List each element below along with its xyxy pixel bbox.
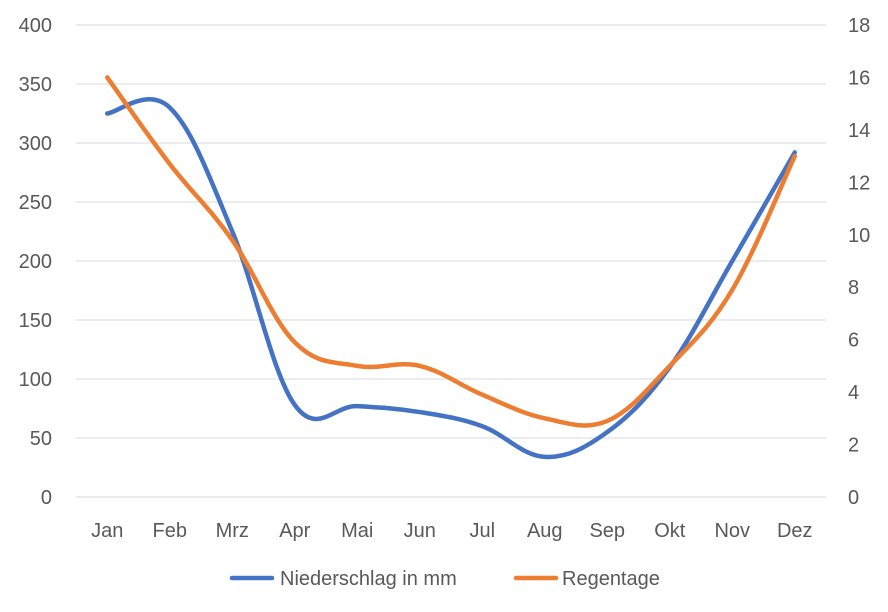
legend-item: Niederschlag in mm (229, 568, 457, 590)
legend-label: Regentage (562, 568, 660, 590)
right-axis-tick-label: 0 (848, 487, 859, 509)
left-axis-tick-label: 300 (19, 133, 52, 155)
x-axis-tick-label: Jan (91, 520, 123, 542)
legend-item: Regentage (513, 568, 660, 590)
legend: Niederschlag in mm Regentage (229, 568, 660, 590)
x-axis-tick-label: Jun (404, 520, 436, 542)
left-axis-tick-label: 400 (19, 15, 52, 37)
x-axis-tick-label: Jul (469, 520, 495, 542)
x-axis-tick-label: Aug (527, 520, 563, 542)
right-axis-tick-label: 14 (848, 120, 870, 142)
series-line-regentage (105, 75, 797, 428)
left-axis-tick-label: 100 (19, 369, 52, 391)
x-axis-tick-label: Nov (714, 520, 750, 542)
right-axis-tick-label: 6 (848, 330, 859, 352)
right-axis-tick-label: 8 (848, 277, 859, 299)
gridlines (76, 24, 826, 498)
right-axis-tick-label: 4 (848, 382, 859, 404)
right-axis-tick-label: 2 (848, 435, 859, 457)
left-axis-tick-label: 200 (19, 251, 52, 273)
right-axis-ticks: 0 2 4 6 8 10 12 14 16 18 (848, 15, 870, 509)
series-line-niederschlag (105, 97, 797, 460)
x-axis-tick-label: Okt (654, 520, 686, 542)
right-axis-tick-label: 10 (848, 225, 870, 247)
x-axis-tick-label: Mai (341, 520, 373, 542)
right-axis-tick-label: 18 (848, 15, 870, 37)
right-axis-tick-label: 12 (848, 172, 870, 194)
left-axis-tick-label: 250 (19, 192, 52, 214)
series-lines (105, 75, 797, 460)
x-axis-tick-label: Apr (279, 520, 310, 542)
legend-label: Niederschlag in mm (280, 568, 457, 590)
left-axis-tick-label: 350 (19, 74, 52, 96)
x-axis-tick-label: Feb (153, 520, 187, 542)
left-axis-tick-label: 0 (41, 487, 52, 509)
left-axis-tick-label: 50 (30, 428, 52, 450)
x-axis-ticks: Jan Feb Mrz Apr Mai Jun Jul Aug Sep Okt Nov Dez (91, 520, 812, 542)
right-axis-tick-label: 16 (848, 67, 870, 89)
x-axis-tick-label: Sep (589, 520, 625, 542)
left-axis-ticks: 0 50 100 150 200 250 300 350 400 (19, 15, 52, 509)
x-axis-tick-label: Mrz (216, 520, 249, 542)
x-axis-tick-label: Dez (777, 520, 813, 542)
left-axis-tick-label: 150 (19, 310, 52, 332)
